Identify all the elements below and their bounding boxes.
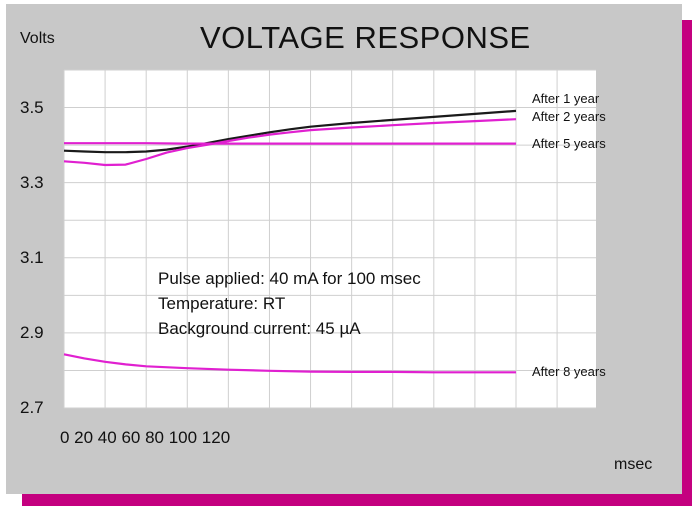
annotation-line-temperature: Temperature: RT: [158, 294, 286, 313]
x-axis-label: msec: [614, 456, 653, 473]
annotation-box: Pulse applied: 40 mA for 100 msec Temper…: [158, 266, 421, 341]
y-tick-label: 3.5: [20, 97, 44, 117]
series-line-1: [63, 118, 517, 167]
series-line-3: [63, 353, 516, 374]
series-label: After 2 years: [532, 109, 606, 125]
annotation-line-background: Background current: 45 µA: [158, 319, 361, 338]
y-tick-label: 3.3: [20, 172, 44, 192]
x-tick-labels: 0 20 40 60 80 100 120: [60, 428, 231, 447]
y-tick-label: 2.7: [20, 398, 44, 417]
series-label: After 1 year: [532, 90, 600, 106]
series-label: After 5 years: [532, 135, 606, 151]
y-axis-label: Volts: [20, 30, 55, 47]
chart-title: VOLTAGE RESPONSE: [200, 20, 531, 55]
y-tick-label: 3.1: [20, 247, 44, 267]
annotation-line-pulse: Pulse applied: 40 mA for 100 msec: [158, 269, 421, 288]
series-label: After 8 years: [532, 364, 606, 380]
plot-area: [64, 70, 596, 408]
series-line-0: [63, 109, 517, 154]
y-tick-label: 2.9: [20, 322, 44, 342]
